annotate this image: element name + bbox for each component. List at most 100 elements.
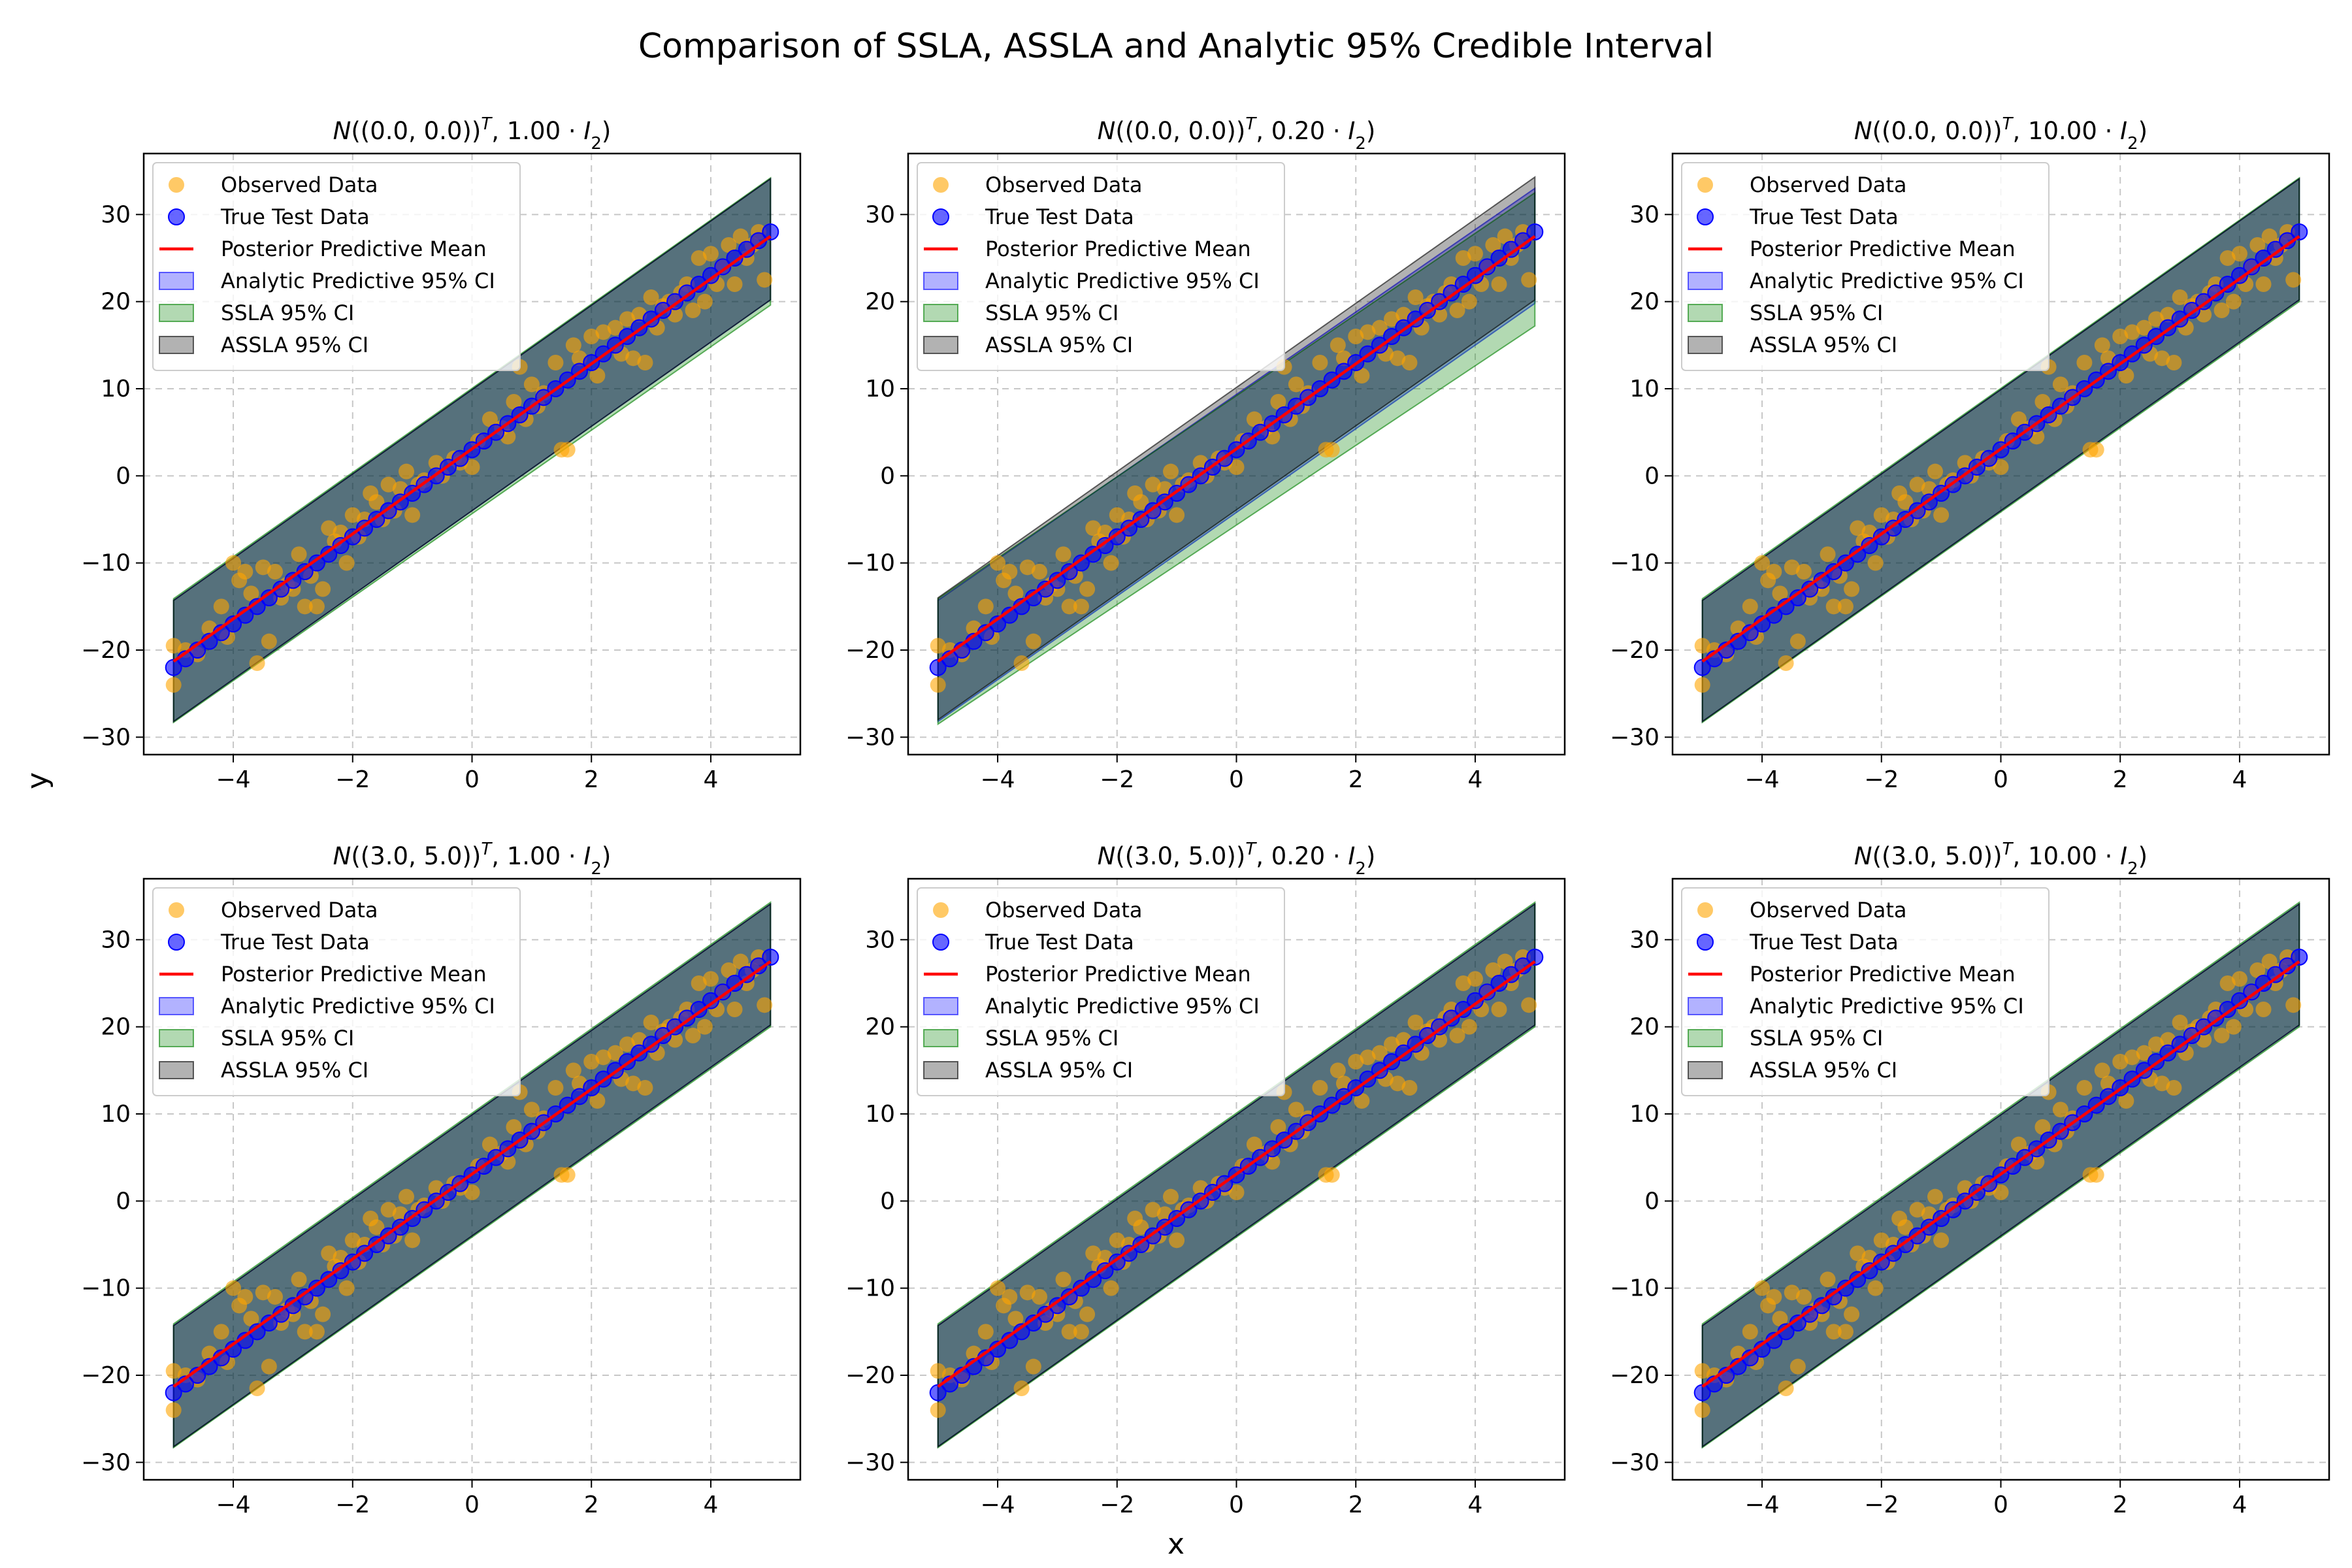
observed-point bbox=[1873, 1232, 1889, 1249]
observed-point bbox=[2088, 442, 2104, 458]
x-tick-label: 2 bbox=[2113, 1492, 2128, 1518]
test-point bbox=[2230, 267, 2248, 284]
legend-mean-label: Posterior Predictive Mean bbox=[221, 237, 487, 261]
y-tick-label: −30 bbox=[845, 1449, 895, 1476]
observed-point bbox=[1079, 1306, 1096, 1322]
observed-point bbox=[2285, 272, 2302, 288]
observed-point bbox=[404, 507, 421, 523]
x-tick-label: 0 bbox=[1229, 766, 1244, 793]
legend-box bbox=[917, 162, 1285, 371]
observed-point bbox=[399, 463, 414, 480]
legend-assla-patch bbox=[1688, 1061, 1723, 1079]
test-point bbox=[308, 1279, 325, 1297]
x-tick-label: −2 bbox=[1100, 1492, 1134, 1518]
observed-point bbox=[1927, 1188, 1943, 1205]
observed-point bbox=[1867, 555, 1884, 571]
observed-point bbox=[583, 329, 600, 344]
observed-point bbox=[1169, 507, 1185, 523]
observed-point bbox=[732, 228, 749, 244]
x-tick-label: −4 bbox=[216, 1492, 251, 1518]
observed-point bbox=[2094, 337, 2110, 353]
observed-point bbox=[1007, 585, 1024, 602]
y-tick-label: 0 bbox=[1644, 463, 1659, 489]
observed-point bbox=[291, 1271, 307, 1288]
observed-point bbox=[1407, 1015, 1424, 1030]
y-tick-label: −20 bbox=[845, 1362, 895, 1389]
observed-point bbox=[1032, 564, 1047, 580]
observed-point bbox=[1491, 276, 1507, 292]
test-point bbox=[320, 546, 338, 563]
observed-point bbox=[2219, 975, 2236, 991]
legend: Observed Data True Test Data Posterior Pre… bbox=[917, 887, 1285, 1096]
legend-box bbox=[1681, 887, 2050, 1096]
y-tick-label: 0 bbox=[116, 1188, 131, 1215]
observed-point bbox=[2249, 962, 2266, 978]
x-tick-label: 4 bbox=[2232, 1492, 2247, 1518]
observed-point bbox=[464, 1184, 480, 1200]
legend-analytic-label: Analytic Predictive 95% CI bbox=[985, 994, 1260, 1019]
observed-point bbox=[1867, 1280, 1884, 1296]
x-tick-label: 0 bbox=[1993, 1492, 2008, 1518]
observed-point bbox=[2118, 1093, 2134, 1109]
legend-assla-label: ASSLA 95% CI bbox=[221, 333, 368, 357]
observed-point bbox=[506, 394, 522, 410]
observed-point bbox=[2112, 1054, 2129, 1070]
title-transpose: T bbox=[481, 840, 493, 859]
test-point bbox=[2255, 250, 2272, 267]
x-tick-label: 4 bbox=[704, 1492, 719, 1518]
observed-point bbox=[1025, 633, 1041, 649]
observed-point bbox=[1772, 585, 1788, 602]
y-tick-label: −10 bbox=[81, 1275, 131, 1302]
observed-point bbox=[2219, 250, 2236, 266]
legend-test-marker bbox=[932, 208, 949, 225]
observed-point bbox=[977, 1324, 994, 1340]
observed-point bbox=[297, 1324, 313, 1340]
legend-observed-marker bbox=[933, 177, 949, 193]
x-tick-label: 4 bbox=[1468, 1492, 1483, 1518]
legend-mean-label: Posterior Predictive Mean bbox=[985, 237, 1251, 261]
observed-point bbox=[1371, 319, 1388, 336]
observed-point bbox=[1449, 1028, 1465, 1043]
legend-observed-label: Observed Data bbox=[985, 172, 1143, 197]
title-identity: I bbox=[1348, 842, 1355, 870]
observed-point bbox=[1288, 1102, 1304, 1118]
test-point bbox=[1478, 258, 1496, 276]
observed-point bbox=[399, 1188, 414, 1205]
title-identity-dim: 2 bbox=[2127, 134, 2138, 154]
observed-point bbox=[1909, 476, 1925, 493]
observed-point bbox=[523, 376, 540, 393]
title-prior-mean: ((0.0, 0.0)) bbox=[1115, 117, 1245, 145]
subplot-5: N((3.0, 5.0))T, 0.20 · I2)−4 −2 0 2 4−30−20−… bbox=[845, 840, 1566, 1518]
legend-box bbox=[152, 887, 521, 1096]
observed-point bbox=[2148, 1036, 2164, 1053]
legend-observed-label: Observed Data bbox=[1750, 898, 1907, 923]
observed-point bbox=[2231, 971, 2247, 987]
observed-point bbox=[1270, 1119, 1286, 1135]
observed-point bbox=[338, 555, 355, 571]
y-tick-label: 20 bbox=[1629, 1014, 1659, 1041]
observed-point bbox=[243, 585, 259, 602]
x-tick-label: 4 bbox=[2232, 766, 2247, 793]
observed-point bbox=[165, 677, 182, 693]
legend-observed-marker bbox=[933, 902, 949, 918]
legend-ssla-label: SSLA 95% CI bbox=[985, 301, 1119, 325]
observed-point bbox=[1694, 677, 1710, 693]
observed-point bbox=[1497, 228, 1513, 244]
observed-point bbox=[165, 638, 182, 654]
title-identity: I bbox=[1348, 117, 1355, 145]
title-transpose: T bbox=[1245, 840, 1257, 859]
observed-point bbox=[685, 1028, 701, 1043]
observed-point bbox=[2088, 1167, 2104, 1183]
legend-box bbox=[917, 887, 1285, 1096]
observed-point bbox=[1360, 1049, 1376, 1066]
y-tick-label: −10 bbox=[1610, 1275, 1659, 1302]
posterior-mean-line bbox=[172, 235, 772, 663]
observed-point bbox=[482, 1136, 498, 1152]
observed-point bbox=[1820, 546, 1836, 563]
observed-point bbox=[1270, 394, 1286, 410]
observed-point bbox=[1455, 975, 1471, 991]
observed-point bbox=[1032, 1289, 1047, 1305]
observed-point bbox=[1897, 494, 1914, 510]
observed-point bbox=[589, 368, 606, 384]
legend-analytic-label: Analytic Predictive 95% CI bbox=[1750, 269, 2024, 293]
